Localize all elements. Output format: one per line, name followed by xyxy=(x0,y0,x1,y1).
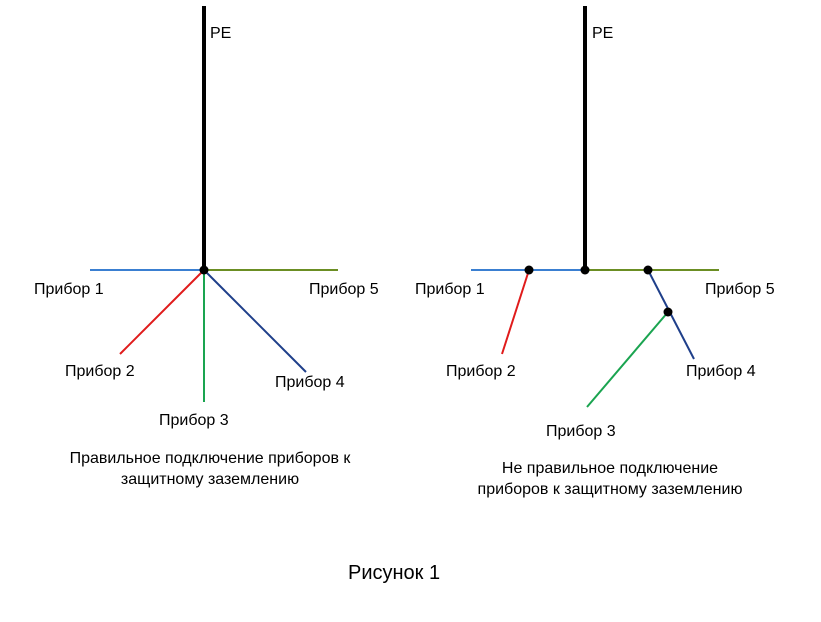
right-pe-label: PE xyxy=(592,25,614,42)
right-caption-line2: приборов к защитному заземлению xyxy=(477,481,743,498)
left-wire-device4 xyxy=(203,269,307,373)
right-scheme xyxy=(471,6,719,408)
right-junction-dot-device1 xyxy=(524,265,534,275)
right-junction-dot-device4 xyxy=(663,307,673,317)
right-junction-dot-pe xyxy=(580,265,590,275)
right-device3-label: Прибор 3 xyxy=(546,423,616,440)
left-device1-label: Прибор 1 xyxy=(34,281,104,298)
right-wire-device2 xyxy=(501,269,530,355)
figure-caption: Рисунок 1 xyxy=(348,562,441,584)
left-device3-label: Прибор 3 xyxy=(159,412,229,429)
right-caption: Не правильное подключение приборов к защ… xyxy=(420,458,800,500)
right-wire-device3 xyxy=(586,311,669,408)
right-device5-label: Прибор 5 xyxy=(705,281,775,298)
right-device4-label: Прибор 4 xyxy=(686,363,756,380)
left-scheme xyxy=(90,6,338,402)
right-device1-label: Прибор 1 xyxy=(415,281,485,298)
left-pe-label: PE xyxy=(210,25,232,42)
left-wire-device2 xyxy=(119,269,205,355)
left-device4-label: Прибор 4 xyxy=(275,374,345,391)
right-junction-dot-device5 xyxy=(643,265,653,275)
left-caption: Правильное подключение приборов к защитн… xyxy=(20,448,400,490)
left-caption-line1: Правильное подключение приборов к xyxy=(69,450,351,467)
left-device2-label: Прибор 2 xyxy=(65,363,135,380)
right-caption-line1: Не правильное подключение xyxy=(501,460,719,477)
left-device5-label: Прибор 5 xyxy=(309,281,379,298)
right-device2-label: Прибор 2 xyxy=(446,363,516,380)
left-junction-dot xyxy=(199,265,209,275)
left-caption-line2: защитному заземлению xyxy=(120,471,300,488)
